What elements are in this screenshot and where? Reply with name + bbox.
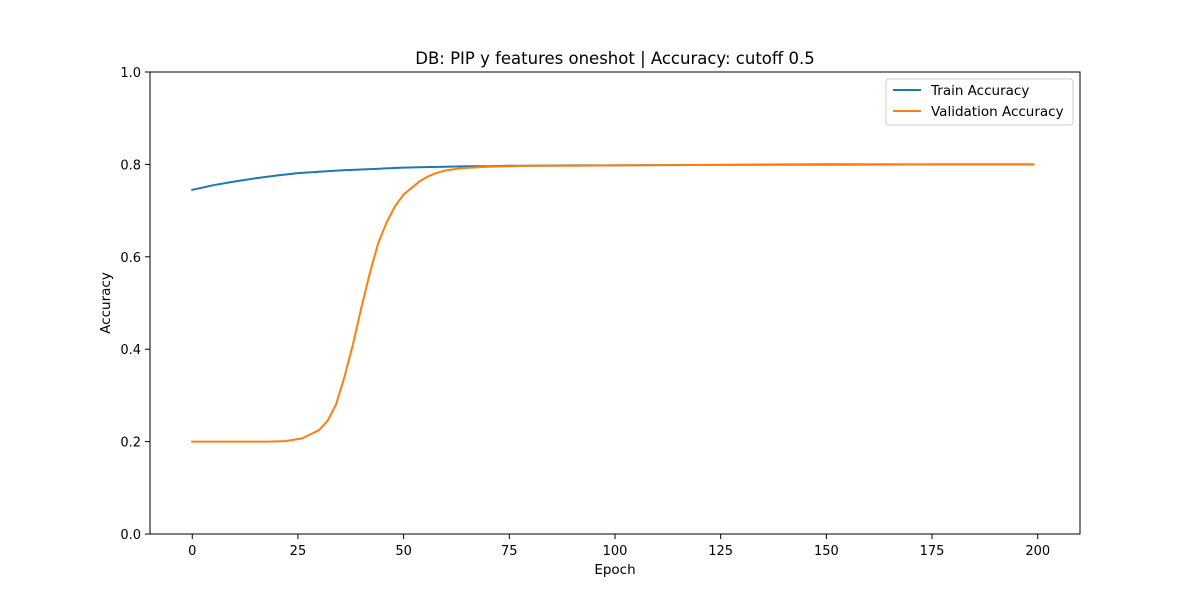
y-tick-label: 0.0	[120, 528, 141, 543]
legend-label-validation-accuracy: Validation Accuracy	[931, 104, 1064, 120]
x-tick-label: 50	[395, 544, 412, 559]
x-axis-title: Epoch	[594, 562, 635, 578]
y-tick-label: 0.6	[120, 251, 141, 266]
plot-area	[150, 72, 1080, 534]
y-tick-label: 1.0	[120, 66, 141, 81]
x-tick-label: 150	[814, 544, 839, 559]
x-tick-label: 100	[603, 544, 628, 559]
legend-box	[885, 78, 1074, 126]
axes-layer: 0 25 50 75 100 125 150 175 200 0.0 0.2 0.4 0.6 0.8 1.0	[120, 66, 1050, 559]
x-tick-label: 175	[920, 544, 945, 559]
x-tick-label: 75	[501, 544, 518, 559]
x-tick-label: 25	[290, 544, 307, 559]
x-tick-label: 125	[708, 544, 733, 559]
x-tick-label: 0	[188, 544, 196, 559]
y-tick-label: 0.8	[120, 158, 141, 173]
series-layer	[191, 163, 1035, 443]
plot-frame	[149, 71, 1081, 535]
series-line-validation-accuracy	[191, 163, 1035, 443]
y-tick-label: 0.4	[120, 343, 141, 358]
y-axis-title: Accuracy	[98, 272, 114, 334]
legend-label-train-accuracy: Train Accuracy	[930, 83, 1029, 99]
x-tick-label: 200	[1025, 544, 1050, 559]
y-tick-label: 0.2	[120, 436, 141, 451]
chart-title: DB: PIP y features oneshot | Accuracy: c…	[415, 49, 815, 68]
legend: Train Accuracy Validation Accuracy	[885, 78, 1074, 126]
